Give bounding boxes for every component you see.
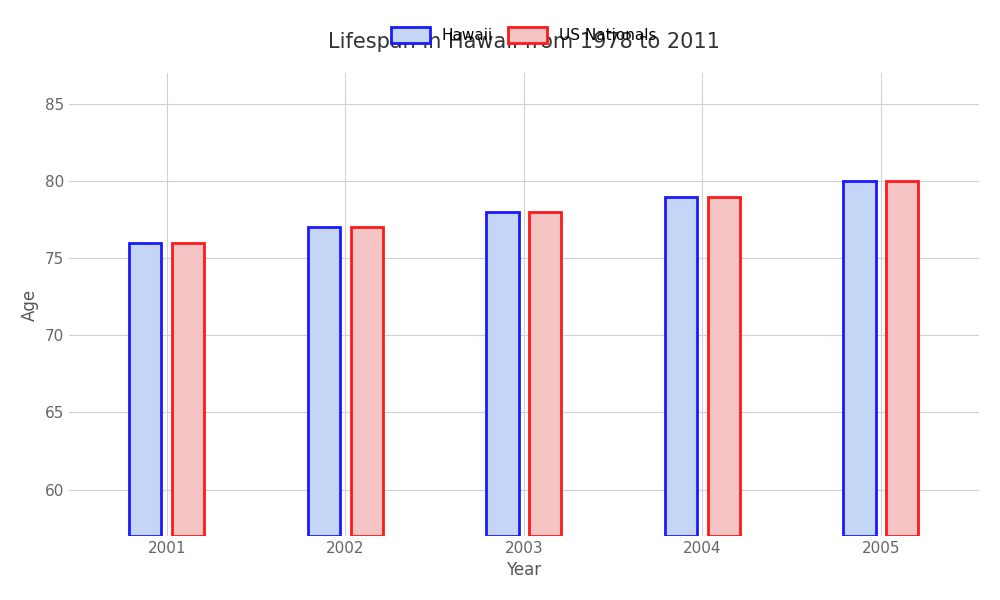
- Bar: [129, 243, 161, 536]
- Title: Lifespan in Hawaii from 1978 to 2011: Lifespan in Hawaii from 1978 to 2011: [328, 32, 720, 52]
- Bar: [172, 243, 204, 536]
- Bar: [308, 227, 340, 536]
- Y-axis label: Age: Age: [21, 289, 39, 320]
- X-axis label: Year: Year: [506, 561, 541, 579]
- Bar: [486, 212, 519, 536]
- Bar: [665, 197, 697, 536]
- Bar: [886, 181, 918, 536]
- Bar: [529, 212, 561, 536]
- Bar: [351, 227, 383, 536]
- Bar: [708, 197, 740, 536]
- Legend: Hawaii, US Nationals: Hawaii, US Nationals: [385, 21, 662, 49]
- Bar: [843, 181, 876, 536]
